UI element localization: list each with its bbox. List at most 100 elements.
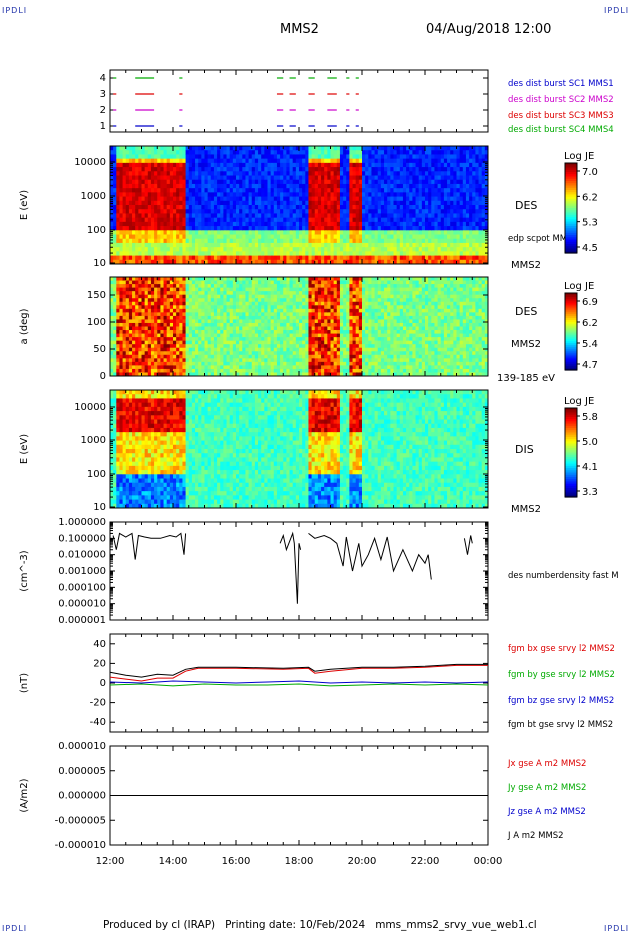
des-energy-cell (469, 205, 473, 210)
des-pitch-cell (210, 358, 215, 363)
des-pitch-cell (147, 291, 152, 296)
des-energy-cell (321, 226, 325, 231)
des-energy-cell (481, 255, 486, 261)
des-pitch-cell (236, 319, 240, 324)
des-pitch-cell (201, 361, 205, 366)
des-energy-cell (135, 188, 139, 193)
des-energy-cell (321, 242, 325, 248)
des-energy-cell (478, 183, 483, 189)
des-energy-cell (406, 188, 410, 193)
des-energy-cell (321, 234, 325, 240)
des-pitch-cell (185, 372, 190, 377)
des-energy-cell (355, 150, 360, 155)
des-energy-cell (339, 255, 344, 261)
des-pitch-cell (150, 291, 155, 296)
des-pitch-cell (261, 333, 265, 338)
des-energy-cell (425, 230, 429, 235)
des-energy-cell (242, 158, 246, 164)
des-energy-cell (317, 209, 322, 214)
des-pitch-cell (176, 351, 180, 356)
des-energy-cell (195, 255, 199, 261)
des-energy-cell (232, 226, 237, 231)
des-energy-cell (258, 158, 262, 164)
des-energy-cell (368, 247, 372, 252)
des-energy-cell (314, 171, 319, 176)
des-energy-cell (321, 247, 325, 252)
des-energy-cell (138, 209, 142, 214)
des-pitch-cell (110, 358, 114, 363)
des-energy-cell (141, 255, 146, 261)
des-energy-cell (169, 179, 174, 185)
des-pitch-cell (245, 354, 250, 359)
des-energy-cell (362, 230, 366, 235)
des-energy-cell (314, 175, 319, 181)
des-energy-cell (469, 162, 473, 168)
des-pitch-cell (191, 280, 196, 285)
des-energy-cell (355, 247, 360, 252)
des-pitch-cell (147, 368, 152, 373)
des-energy-cell (308, 226, 313, 231)
des-pitch-cell (135, 322, 139, 327)
des-energy-cell (425, 162, 429, 168)
des-energy-cell (402, 183, 407, 189)
des-energy-cell (399, 238, 404, 244)
des-energy-cell (147, 217, 152, 223)
des-energy-cell (314, 146, 319, 151)
des-pitch-cell (229, 322, 234, 327)
des-pitch-cell (261, 287, 265, 292)
des-energy-cell (393, 234, 398, 240)
des-energy-cell (119, 188, 124, 193)
des-pitch-cell (116, 284, 120, 289)
des-pitch-cell (122, 361, 127, 366)
des-energy-cell (343, 150, 347, 155)
des-pitch-cell (207, 354, 212, 359)
des-energy-cell (150, 259, 155, 265)
des-energy-cell (387, 175, 391, 181)
des-pitch-cell (176, 315, 180, 320)
des-energy-cell (472, 200, 476, 206)
des-pitch-cell (119, 372, 124, 377)
des-energy-cell (245, 167, 250, 172)
des-pitch-cell (220, 284, 224, 289)
des-energy-cell (280, 158, 284, 164)
des-energy-cell (362, 183, 366, 189)
des-pitch-cell (223, 326, 228, 331)
des-energy-cell (330, 154, 335, 160)
des-pitch-cell (239, 365, 243, 370)
des-energy-cell (447, 238, 451, 244)
des-energy-cell (443, 150, 448, 155)
des-energy-cell (280, 213, 284, 219)
des-energy-cell (258, 247, 262, 252)
des-energy-cell (415, 217, 420, 223)
des-pitch-cell (173, 305, 177, 310)
des-energy-cell (182, 234, 187, 240)
des-pitch-cell (251, 372, 256, 377)
des-energy-cell (402, 154, 407, 160)
des-energy-cell (365, 175, 369, 181)
des-pitch-cell (191, 326, 196, 331)
des-energy-cell (380, 167, 385, 172)
des-energy-cell (428, 179, 432, 185)
des-energy-cell (377, 200, 382, 206)
des-energy-cell (327, 205, 331, 210)
des-energy-cell (179, 205, 183, 210)
des-energy-cell (185, 259, 190, 265)
des-energy-cell (406, 183, 410, 189)
des-pitch-cell (128, 312, 133, 317)
des-pitch-cell (239, 287, 243, 292)
des-energy-cell (412, 226, 417, 231)
des-energy-cell (456, 188, 461, 193)
des-energy-cell (346, 234, 350, 240)
des-energy-cell (374, 238, 379, 244)
des-energy-cell (362, 171, 366, 176)
des-energy-cell (362, 259, 366, 265)
des-energy-cell (119, 238, 124, 244)
des-energy-cell (213, 146, 218, 151)
des-energy-cell (295, 150, 300, 155)
des-energy-cell (311, 188, 316, 193)
des-energy-cell (327, 162, 331, 168)
des-energy-cell (358, 226, 363, 231)
des-energy-cell (478, 221, 483, 227)
des-energy-cell (311, 251, 316, 257)
des-energy-cell (346, 255, 350, 261)
